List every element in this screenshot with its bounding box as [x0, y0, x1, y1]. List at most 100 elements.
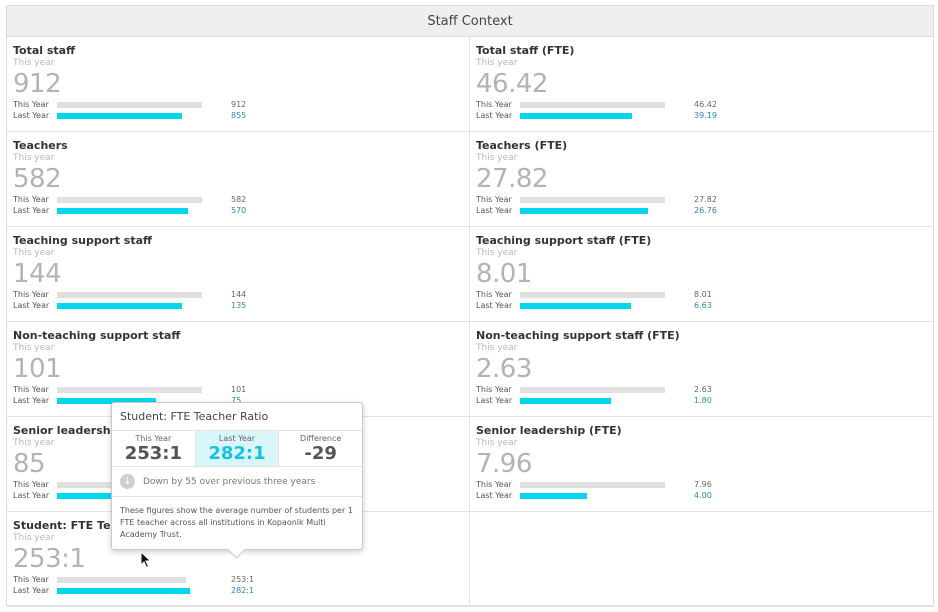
this-year-row: This Year 101 [13, 384, 469, 395]
metric-title: Total staff [13, 44, 76, 57]
metric-title: Teachers (FTE) [476, 139, 568, 152]
this-year-label: This Year [13, 100, 49, 109]
tooltip-col-label: Difference [300, 434, 342, 443]
bar-track [57, 398, 202, 404]
last-year-label: Last Year [476, 491, 513, 500]
this-year-label: This Year [13, 290, 49, 299]
bar-track [57, 197, 202, 203]
metric-subtitle: This year [13, 153, 55, 163]
metric-subtitle: This year [13, 438, 55, 448]
this-year-row: This Year 912 [13, 99, 469, 110]
last-year-row: Last Year 6.63 [476, 300, 933, 311]
last-year-label: Last Year [476, 206, 513, 215]
this-year-row: This Year 27.82 [476, 194, 933, 205]
bar-track [520, 113, 665, 119]
last-year-bar [57, 588, 190, 594]
this-year-bar [57, 292, 202, 298]
last-year-row: Last Year 1.80 [476, 395, 933, 406]
this-year-bar [57, 197, 202, 203]
last-year-value: 135 [231, 301, 247, 310]
metric-value: 912 [13, 69, 62, 99]
metric-card[interactable]: Teaching support staff This year 144 Thi… [7, 227, 470, 322]
metric-card[interactable]: Senior leadership (FTE) This year 7.96 T… [470, 417, 933, 512]
tooltip-col-label: This Year [135, 434, 172, 443]
metric-title: Teachers [13, 139, 68, 152]
metric-card[interactable]: Total staff (FTE) This year 46.42 This Y… [470, 37, 933, 132]
this-year-value: 46.42 [694, 100, 717, 109]
bar-track [520, 197, 665, 203]
this-year-row: This Year 253:1 [13, 574, 469, 585]
last-year-row: Last Year 135 [13, 300, 469, 311]
bar-track [57, 588, 202, 594]
last-year-bar [57, 303, 182, 309]
tooltip-description: These figures show the average number of… [120, 506, 353, 539]
metric-value: 144 [13, 259, 62, 289]
this-year-value: 582 [231, 195, 247, 204]
last-year-bar [520, 208, 648, 214]
last-year-value: 1.80 [694, 396, 712, 405]
this-year-label: This Year [476, 385, 512, 394]
last-year-value: 75 [231, 396, 242, 405]
metric-value: 8.01 [476, 259, 532, 289]
this-year-bar [520, 197, 665, 203]
metric-subtitle: This year [13, 343, 55, 353]
metric-title: Non-teaching support staff (FTE) [476, 329, 680, 342]
last-year-bar [57, 398, 156, 404]
bar-track [520, 398, 665, 404]
last-year-row: Last Year 26.76 [476, 205, 933, 216]
bar-track [57, 113, 202, 119]
this-year-bar [520, 482, 665, 488]
last-year-bar [57, 208, 188, 214]
metric-card[interactable]: Teachers This year 582 This Year 582 Las… [7, 132, 470, 227]
last-year-label: Last Year [13, 111, 50, 120]
this-year-row: This Year 8.01 [476, 289, 933, 300]
this-year-value: 7.96 [694, 480, 712, 489]
metric-title: Teaching support staff (FTE) [476, 234, 652, 247]
metric-value: 101 [13, 354, 62, 384]
last-year-label: Last Year [476, 396, 513, 405]
last-year-value: 855 [231, 111, 247, 120]
tooltip-columns: This Year 253:1 Last Year 282:1 Differen… [112, 430, 362, 467]
bar-track [520, 208, 665, 214]
this-year-row: This Year 144 [13, 289, 469, 300]
metric-card[interactable]: Non-teaching support staff (FTE) This ye… [470, 322, 933, 417]
last-year-bar [57, 113, 182, 119]
metric-subtitle: This year [476, 153, 518, 163]
this-year-value: 27.82 [694, 195, 717, 204]
tooltip-col-value: 282:1 [208, 443, 266, 464]
last-year-bar [520, 398, 611, 404]
this-year-bar [520, 102, 665, 108]
bar-track [57, 303, 202, 309]
metrics-grid: Total staff This year 912 This Year 912 … [7, 37, 933, 607]
last-year-label: Last Year [476, 111, 513, 120]
last-year-row: Last Year 570 [13, 205, 469, 216]
tooltip-col-value: 253:1 [124, 443, 182, 464]
mouse-cursor-icon [140, 551, 152, 569]
this-year-value: 253:1 [231, 575, 255, 584]
last-year-label: Last Year [476, 301, 513, 310]
metric-card[interactable]: Non-teaching support staff This year 101… [7, 322, 470, 417]
metric-card[interactable]: Total staff This year 912 This Year 912 … [7, 37, 470, 132]
last-year-label: Last Year [13, 396, 50, 405]
this-year-label: This Year [476, 195, 512, 204]
this-year-label: This Year [476, 290, 512, 299]
tooltip-col-label: Last Year [218, 434, 256, 443]
metric-card[interactable]: Teachers (FTE) This year 27.82 This Year… [470, 132, 933, 227]
metric-value: 85 [13, 449, 46, 479]
metric-subtitle: This year [476, 58, 518, 68]
this-year-row: This Year 7.96 [476, 479, 933, 490]
last-year-bar [520, 113, 632, 119]
tooltip-col-difference: Difference -29 [279, 431, 362, 466]
metric-subtitle: This year [13, 533, 55, 543]
this-year-bar [520, 292, 665, 298]
last-year-row: Last Year 4.00 [476, 490, 933, 501]
last-year-value: 26.76 [694, 206, 717, 215]
tooltip-col-this-year: This Year 253:1 [112, 431, 196, 466]
metric-value: 7.96 [476, 449, 532, 479]
ratio-tooltip: Student: FTE Teacher Ratio This Year 253… [111, 402, 363, 550]
this-year-label: This Year [13, 385, 49, 394]
metric-subtitle: This year [476, 248, 518, 258]
metric-value: 2.63 [476, 354, 532, 384]
this-year-value: 2.63 [694, 385, 712, 394]
metric-card[interactable]: Teaching support staff (FTE) This year 8… [470, 227, 933, 322]
